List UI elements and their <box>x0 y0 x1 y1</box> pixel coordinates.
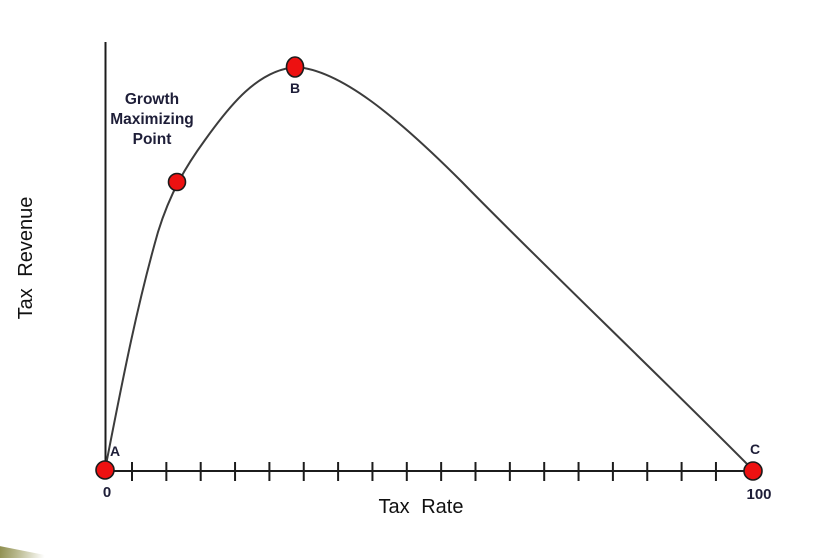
y-axis-title: Tax Revenue <box>15 196 37 320</box>
point-c-marker <box>743 461 763 481</box>
point-b-marker <box>285 56 305 78</box>
point-b-label: B <box>289 80 301 96</box>
laffer-curve-path <box>104 65 754 471</box>
x-axis-min-tick-label: 0 <box>102 484 112 501</box>
point-a-marker <box>95 460 115 480</box>
x-axis-ticks <box>131 462 717 481</box>
point-c-label: C <box>749 441 761 457</box>
x-axis-max-tick-label: 100 <box>746 486 772 503</box>
x-axis-title: Tax Rate <box>378 496 464 518</box>
growth-maximizing-point-marker <box>167 172 187 192</box>
growth-maximizing-point-annotation: Growth Maximizing Point <box>110 91 194 148</box>
point-a-label: A <box>110 443 121 459</box>
